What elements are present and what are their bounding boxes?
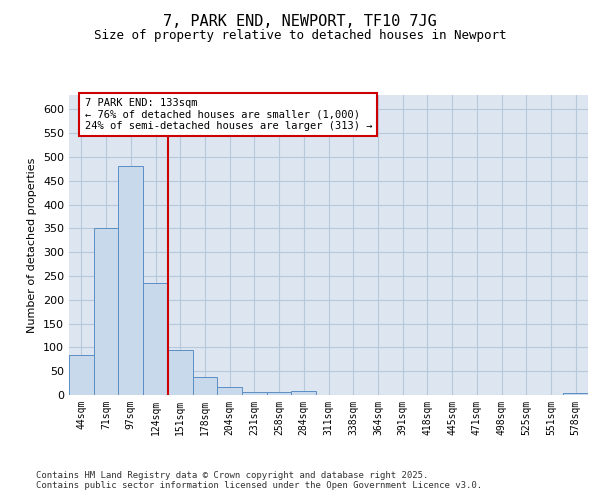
Y-axis label: Number of detached properties: Number of detached properties	[28, 158, 37, 332]
Text: 7, PARK END, NEWPORT, TF10 7JG: 7, PARK END, NEWPORT, TF10 7JG	[163, 14, 437, 29]
Text: Contains HM Land Registry data © Crown copyright and database right 2025.
Contai: Contains HM Land Registry data © Crown c…	[36, 470, 482, 490]
Bar	[292, 391, 316, 395]
Bar	[69, 354, 94, 395]
Bar	[242, 392, 267, 395]
Bar	[143, 283, 168, 395]
Bar	[563, 392, 588, 395]
Bar	[94, 228, 118, 395]
Bar	[118, 166, 143, 395]
Bar	[193, 378, 217, 395]
Text: 7 PARK END: 133sqm
← 76% of detached houses are smaller (1,000)
24% of semi-deta: 7 PARK END: 133sqm ← 76% of detached hou…	[85, 98, 372, 131]
Bar	[267, 392, 292, 395]
Bar	[217, 388, 242, 395]
Text: Size of property relative to detached houses in Newport: Size of property relative to detached ho…	[94, 29, 506, 42]
Bar	[168, 350, 193, 395]
